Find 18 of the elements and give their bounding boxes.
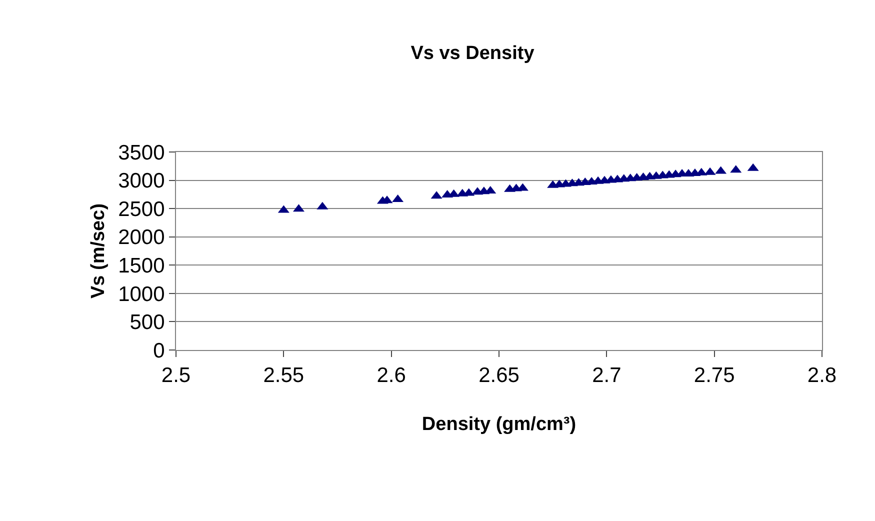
x-axis-title: Density (gm/cm³) xyxy=(422,414,576,435)
x-tick-label: 2.6 xyxy=(376,364,406,388)
x-tick-label: 2.7 xyxy=(592,364,622,388)
y-tick-label: 2000 xyxy=(118,226,165,250)
y-tick-label: 500 xyxy=(130,311,165,334)
y-tick-label: 3000 xyxy=(118,170,165,193)
y-axis-title: Vs (m/sec) xyxy=(88,203,109,299)
y-tick-label: 2500 xyxy=(118,198,165,221)
chart-title: Vs vs Density xyxy=(410,42,535,64)
x-tick-label: 2.5 xyxy=(161,364,191,388)
x-tick-label: 2.65 xyxy=(478,364,520,388)
y-tick-label: 1000 xyxy=(118,282,165,306)
y-tick-label: 3500 xyxy=(118,141,165,164)
x-tick-label: 2.8 xyxy=(807,364,837,388)
x-tick-label: 2.75 xyxy=(694,364,735,388)
y-tick-label: 1500 xyxy=(118,254,165,278)
y-tick-label: 0 xyxy=(153,339,165,362)
x-tick-label: 2.55 xyxy=(263,364,304,388)
